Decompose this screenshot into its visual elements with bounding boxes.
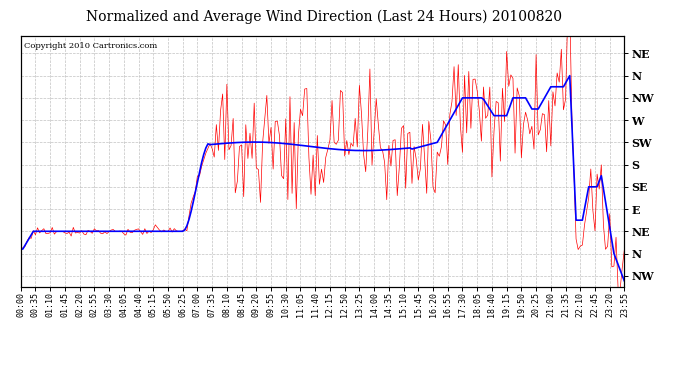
Text: Normalized and Average Wind Direction (Last 24 Hours) 20100820: Normalized and Average Wind Direction (L… xyxy=(86,9,562,24)
Text: Copyright 2010 Cartronics.com: Copyright 2010 Cartronics.com xyxy=(23,42,157,50)
